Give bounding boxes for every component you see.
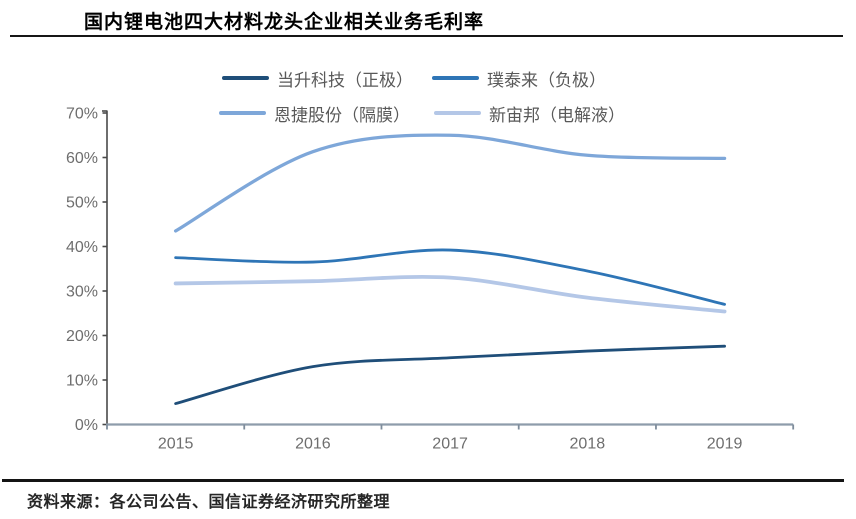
legend-item-dangsheng: 当升科技（正极）: [222, 69, 413, 90]
source-note: 资料来源：各公司公告、国信证券经济研究所整理: [27, 494, 391, 511]
title-divider: [10, 35, 843, 37]
legend-label: 新宙邦（电解液）: [489, 105, 625, 125]
legend-line-swatch: [434, 111, 481, 115]
x-category-label: 2017: [432, 436, 468, 453]
series-line-2: [173, 133, 727, 233]
y-tick-label: 10%: [66, 373, 98, 390]
legend-label: 璞泰来（负极）: [487, 70, 606, 90]
chart-title: 国内锂电池四大材料龙头企业相关业务毛利率: [84, 12, 485, 33]
legend-item-xinzhoubang: 新宙邦（电解液）: [434, 104, 625, 125]
legend-line-swatch: [219, 111, 266, 115]
legend-label: 当升科技（正极）: [277, 70, 413, 90]
legend-item-putailai: 璞泰来（负极）: [432, 69, 606, 90]
y-tick-label: 70%: [66, 106, 98, 123]
series-line-3: [173, 274, 727, 314]
x-category-label: 2015: [158, 436, 194, 453]
legend-line-swatch: [222, 76, 269, 80]
y-tick-label: 40%: [66, 239, 98, 256]
y-tick-label: 50%: [66, 195, 98, 212]
x-category-label: 2016: [295, 436, 331, 453]
x-category-label: 2019: [707, 436, 743, 453]
x-category-label: 2018: [570, 436, 606, 453]
footer-divider: [2, 479, 844, 482]
legend-label: 恩捷股份（隔膜）: [274, 105, 410, 125]
series-line-1: [174, 248, 726, 306]
legend-item-enjie: 恩捷股份（隔膜）: [219, 104, 410, 125]
y-tick-label: 20%: [66, 328, 98, 345]
y-tick-label: 30%: [66, 284, 98, 301]
series-line-0: [174, 344, 726, 405]
legend-line-swatch: [432, 76, 479, 80]
y-tick-label: 60%: [66, 150, 98, 167]
y-tick-label: 0%: [75, 417, 98, 434]
